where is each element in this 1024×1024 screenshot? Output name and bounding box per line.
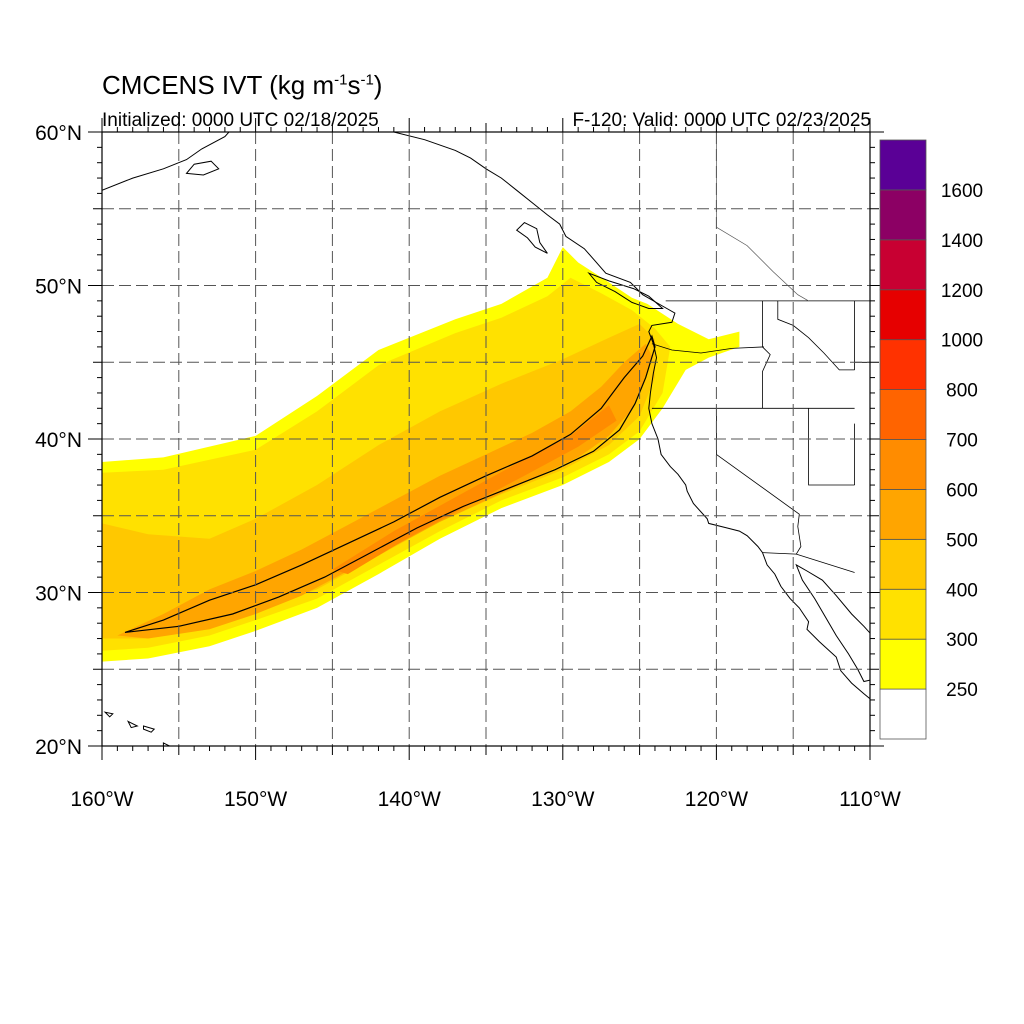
colorbar-swatch xyxy=(879,688,927,740)
political-boundary xyxy=(716,408,802,555)
colorbar-swatch xyxy=(879,538,927,590)
coastline-oahu xyxy=(126,720,139,729)
lat-tick-label: 30°N xyxy=(35,583,82,606)
ivt-region-600 xyxy=(332,405,617,575)
colorbar-label: 500 xyxy=(946,530,978,551)
coastline-north-america xyxy=(386,132,870,700)
colorbar-swatch xyxy=(879,139,927,191)
colorbar-swatch xyxy=(879,588,927,640)
map-ticks xyxy=(88,118,884,760)
lon-tick-label: 150°W xyxy=(224,788,287,811)
political-boundary xyxy=(762,552,855,573)
political-boundary xyxy=(762,300,771,409)
coastline-gulf-of-california xyxy=(795,563,870,683)
colorbar-label: 1200 xyxy=(941,281,983,302)
title-mid: s xyxy=(347,70,361,100)
lon-tick-label: 160°W xyxy=(70,788,133,811)
colorbar: 250 300 400 500 600 700 800 1000 1200 1400 1600 xyxy=(879,139,983,740)
lon-tick-label: 120°W xyxy=(685,788,748,811)
coastline-haida-gwaii xyxy=(515,221,548,254)
ivt-field xyxy=(102,247,740,662)
lat-tick-label: 60°N xyxy=(35,122,82,145)
lon-tick-label: 130°W xyxy=(531,788,594,811)
colorbar-label: 1400 xyxy=(941,231,983,252)
provincial-boundary xyxy=(716,132,809,302)
axis-labels: 20°N 30°N 40°N 50°N 60°N 160°W 150°W 140°W 130°W… xyxy=(35,122,901,811)
lon-tick-label: 110°W xyxy=(839,788,901,811)
colorbar-swatch xyxy=(879,189,927,241)
title-exponent-1: -1 xyxy=(334,71,348,89)
colorbar-swatch xyxy=(879,489,927,540)
lat-tick-label: 20°N xyxy=(35,736,82,759)
colorbar-label: 400 xyxy=(946,580,978,601)
coastline-maui xyxy=(143,725,156,733)
colorbar-label: 250 xyxy=(946,680,978,701)
coastline-kodiak xyxy=(185,160,220,176)
coastline-vancouver-island xyxy=(587,272,664,309)
lon-tick-label: 140°W xyxy=(378,788,441,811)
ivt-contour-600 xyxy=(124,334,656,633)
colorbar-label: 1000 xyxy=(941,331,983,352)
colorbar-label: 800 xyxy=(946,381,978,402)
colorbar-swatch xyxy=(879,289,927,341)
colorbar-swatch xyxy=(879,389,927,440)
lat-tick-label: 50°N xyxy=(35,276,82,299)
initialized-label: Initialized: 0000 UTC 02/18/2025 xyxy=(102,110,379,131)
colorbar-label: 600 xyxy=(946,480,978,501)
map-gridlines xyxy=(102,132,870,746)
colorbar-label: 700 xyxy=(946,431,978,452)
title-end: ) xyxy=(373,70,383,100)
title-exponent-2: -1 xyxy=(360,71,374,89)
colorbar-swatch xyxy=(879,339,927,390)
colorbar-swatch xyxy=(879,638,927,690)
lat-tick-label: 40°N xyxy=(35,429,82,452)
coastlines xyxy=(102,132,870,746)
colorbar-swatch xyxy=(879,439,927,490)
political-boundary xyxy=(777,300,855,371)
ivt-region-400 xyxy=(102,323,655,639)
colorbar-label: 1600 xyxy=(941,181,983,202)
colorbar-label: 300 xyxy=(946,630,978,651)
title-main: CMCENS IVT (kg m xyxy=(102,70,335,100)
chart-title: CMCENS IVT (kg m-1s-1) xyxy=(102,70,382,101)
political-boundary xyxy=(808,408,855,486)
colorbar-swatch xyxy=(879,239,927,291)
coastline-alaska xyxy=(102,132,230,191)
coastline-kauai xyxy=(103,711,114,718)
political-boundary xyxy=(651,343,765,354)
valid-label: F-120: Valid: 0000 UTC 02/23/2025 xyxy=(572,110,871,131)
